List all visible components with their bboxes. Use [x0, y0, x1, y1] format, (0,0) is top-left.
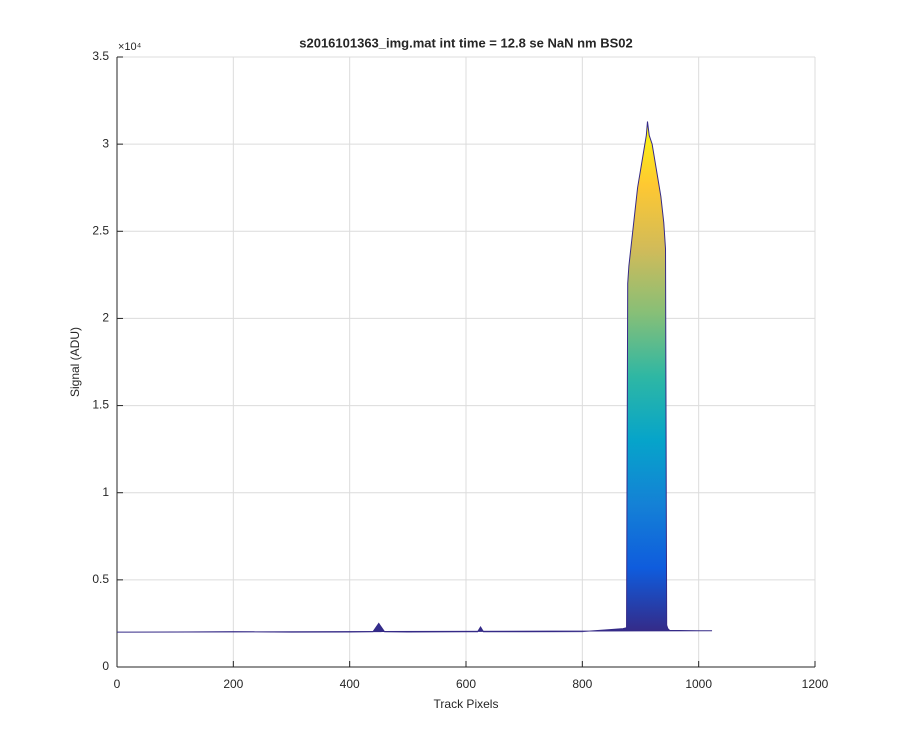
- y-tick-label: 2: [102, 311, 109, 325]
- y-exponent: ×10⁴: [118, 41, 142, 53]
- x-tick-label: 600: [456, 677, 476, 691]
- x-tick-label: 400: [340, 677, 360, 691]
- y-tick-label: 3.5: [92, 49, 109, 63]
- x-tick-label: 200: [223, 677, 243, 691]
- y-tick-label: 1.5: [92, 398, 109, 412]
- y-axis-label: Signal (ADU): [68, 327, 82, 397]
- y-tick-label: 1: [102, 485, 109, 499]
- y-tick-label: 3: [102, 136, 109, 150]
- y-tick-label: 2.5: [92, 223, 109, 237]
- x-tick-label: 0: [114, 677, 121, 691]
- y-tick-label: 0: [102, 659, 109, 673]
- x-axis-label: Track Pixels: [434, 697, 499, 711]
- signal-area: [116, 121, 713, 633]
- x-tick-label: 800: [572, 677, 592, 691]
- x-tick-label: 1000: [685, 677, 712, 691]
- chart-title: s2016101363_img.mat int time = 12.8 se N…: [299, 35, 633, 50]
- x-tick-label: 1200: [802, 677, 829, 691]
- y-tick-label: 0.5: [92, 572, 109, 586]
